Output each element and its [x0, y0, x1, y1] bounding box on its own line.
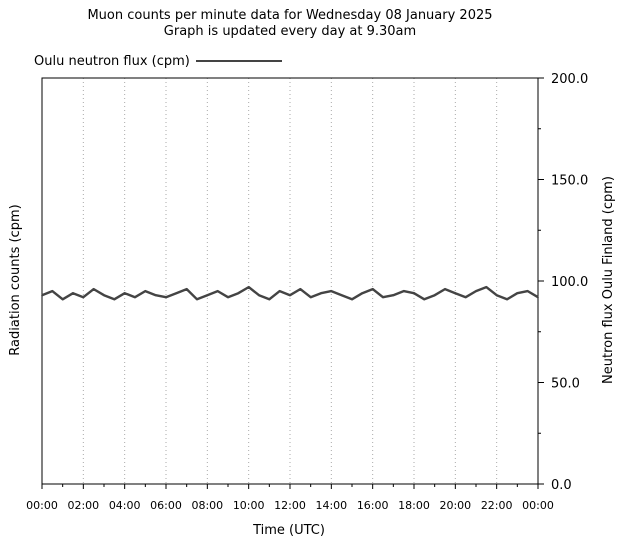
chart-title: Muon counts per minute data for Wednesda… [87, 8, 492, 23]
data-point [485, 286, 488, 288]
x-tick-label: 22:00 [481, 499, 513, 512]
data-point [61, 298, 64, 301]
data-point [402, 290, 405, 293]
data-point [289, 294, 291, 297]
data-point [278, 290, 281, 293]
x-tick-label: 18:00 [398, 499, 430, 512]
series-layer [41, 285, 539, 301]
x-tick-label: 06:00 [150, 499, 182, 512]
y-tick-label: 150.0 [551, 174, 588, 189]
data-point [361, 292, 364, 295]
data-point [382, 296, 384, 299]
data-point [320, 292, 322, 295]
x-axis: 00:00 02:00 04:00 06:00 08:00 10:00 12:00 14:00… [26, 484, 554, 512]
x-tick-label: 08:00 [191, 499, 223, 512]
y-tick-label: 100.0 [551, 275, 588, 290]
data-point [185, 288, 188, 291]
x-tick-label: 20:00 [439, 499, 471, 512]
data-point [340, 294, 343, 297]
data-point [537, 296, 539, 299]
data-point [516, 292, 519, 295]
data-point [309, 296, 312, 299]
data-point [92, 288, 95, 291]
x-tick-label: 04:00 [109, 499, 141, 512]
data-point [299, 288, 302, 291]
data-point [258, 294, 260, 297]
data-point [444, 288, 446, 291]
data-point [526, 290, 529, 293]
data-point [413, 292, 415, 295]
y-axis-label-right: Neutron flux Oulu Finland (cpm) [601, 176, 616, 384]
data-point [196, 298, 198, 301]
data-point [206, 294, 209, 297]
data-point [237, 292, 240, 295]
data-point [165, 296, 167, 299]
x-tick-label: 10:00 [233, 499, 265, 512]
data-point [423, 298, 426, 301]
data-point [123, 292, 126, 295]
data-point [72, 292, 74, 295]
data-point [371, 288, 374, 291]
x-axis-label: Time (UTC) [252, 523, 325, 538]
legend-label: Oulu neutron flux (cpm) [34, 54, 190, 69]
data-point [51, 290, 54, 293]
x-tick-label: 00:00 [26, 499, 58, 512]
data-point [454, 292, 457, 295]
data-point [41, 294, 43, 297]
y-tick-label: 0.0 [551, 478, 572, 493]
data-point [330, 290, 333, 293]
data-point [247, 286, 250, 288]
data-point [495, 294, 498, 297]
data-point [103, 294, 105, 297]
data-point [144, 290, 147, 293]
data-point [464, 296, 467, 299]
data-point [154, 294, 157, 297]
x-tick-label: 02:00 [67, 499, 99, 512]
data-point [134, 296, 136, 299]
data-point [227, 296, 229, 299]
data-point [506, 298, 508, 301]
x-tick-label: 00:00 [522, 499, 554, 512]
y-tick-label: 200.0 [551, 72, 588, 87]
data-point [113, 298, 116, 301]
data-point [392, 294, 395, 297]
y-axis-label-left: Radiation counts (cpm) [8, 204, 23, 355]
x-tick-label: 12:00 [274, 499, 306, 512]
y-axis-right: 0.0 50.0 100.0 150.0 200.0 [538, 72, 588, 493]
data-point [433, 294, 436, 297]
y-tick-label: 50.0 [551, 377, 580, 392]
chart-subtitle: Graph is updated every day at 9.30am [164, 24, 416, 39]
data-point [268, 298, 271, 301]
data-point [175, 292, 178, 295]
series-line [41, 285, 539, 301]
data-point [216, 290, 219, 293]
x-tick-label: 16:00 [357, 499, 389, 512]
data-point [82, 296, 85, 299]
x-tick-label: 14:00 [315, 499, 347, 512]
data-point [351, 298, 353, 301]
vertical-gridlines [82, 78, 498, 484]
data-point [475, 290, 477, 293]
